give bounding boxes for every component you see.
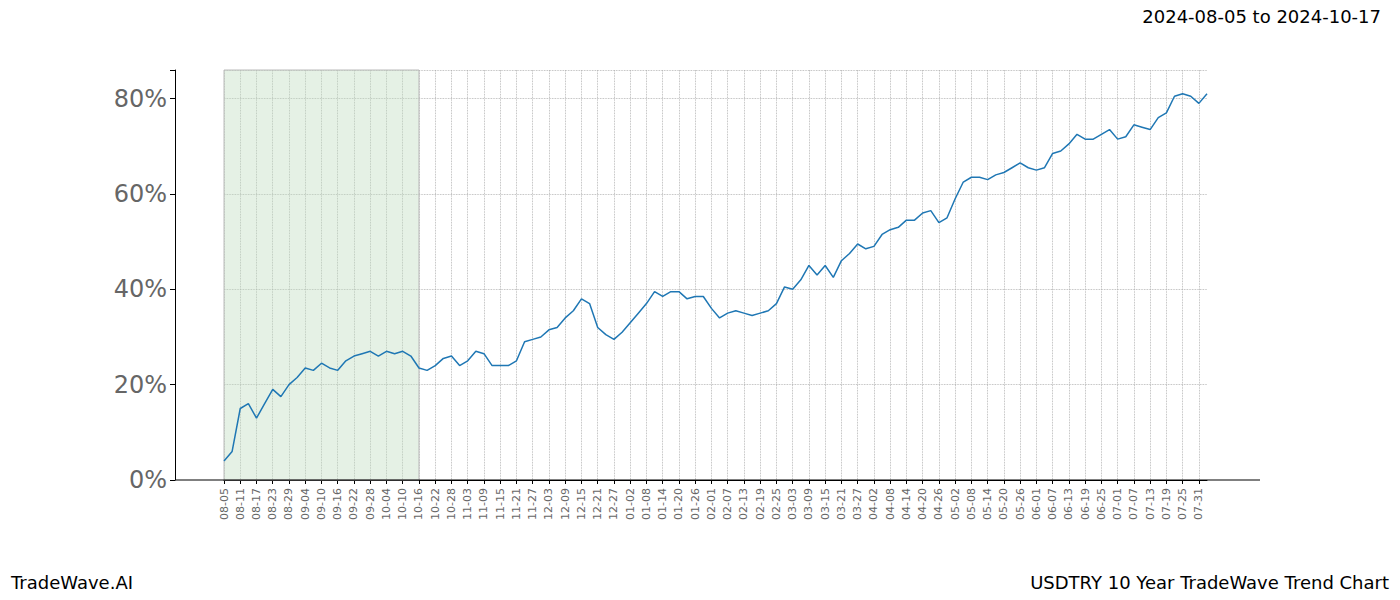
svg-text:02-25: 02-25 [770,488,783,520]
svg-text:11-15: 11-15 [494,488,507,520]
svg-text:03-15: 03-15 [819,488,832,520]
svg-text:07-25: 07-25 [1176,488,1189,520]
svg-text:06-01: 06-01 [1030,488,1043,520]
svg-text:08-05: 08-05 [218,488,231,520]
svg-text:01-08: 01-08 [640,488,653,520]
svg-text:12-03: 12-03 [542,488,555,520]
svg-text:03-27: 03-27 [851,488,864,520]
svg-text:05-26: 05-26 [1014,488,1027,520]
svg-text:03-21: 03-21 [835,488,848,520]
svg-text:12-15: 12-15 [575,488,588,520]
svg-text:11-09: 11-09 [477,488,490,520]
svg-text:07-13: 07-13 [1144,488,1157,520]
svg-text:60%: 60% [114,180,167,208]
svg-text:09-22: 09-22 [347,488,360,520]
svg-text:02-19: 02-19 [754,488,767,520]
svg-text:05-20: 05-20 [997,488,1010,520]
svg-text:10-28: 10-28 [445,488,458,520]
svg-text:20%: 20% [114,371,167,399]
svg-text:11-21: 11-21 [510,488,523,520]
svg-text:10-22: 10-22 [429,488,442,520]
svg-text:02-13: 02-13 [737,488,750,520]
svg-text:04-08: 04-08 [884,488,897,520]
svg-text:01-14: 01-14 [656,488,669,520]
svg-text:12-21: 12-21 [591,488,604,520]
svg-text:09-16: 09-16 [331,488,344,520]
svg-text:09-28: 09-28 [364,488,377,520]
svg-text:01-02: 01-02 [624,488,637,520]
svg-text:10-16: 10-16 [412,488,425,520]
svg-text:03-03: 03-03 [786,488,799,520]
svg-text:10-10: 10-10 [396,488,409,520]
svg-text:07-31: 07-31 [1192,488,1205,520]
svg-text:09-04: 09-04 [299,488,312,520]
svg-text:06-07: 06-07 [1046,488,1059,520]
svg-text:12-09: 12-09 [559,488,572,520]
svg-text:04-14: 04-14 [900,488,913,520]
svg-text:08-11: 08-11 [234,488,247,520]
svg-text:07-19: 07-19 [1160,488,1173,520]
svg-text:04-26: 04-26 [932,488,945,520]
svg-text:05-08: 05-08 [965,488,978,520]
svg-text:07-07: 07-07 [1127,488,1140,520]
svg-text:2024-08-05 to 2024-10-17: 2024-08-05 to 2024-10-17 [1142,6,1381,27]
svg-text:03-09: 03-09 [802,488,815,520]
svg-text:08-17: 08-17 [250,488,263,520]
svg-text:02-07: 02-07 [721,488,734,520]
svg-text:10-04: 10-04 [380,488,393,520]
svg-text:80%: 80% [114,85,167,113]
svg-text:TradeWave.AI: TradeWave.AI [10,572,133,593]
svg-text:04-20: 04-20 [916,488,929,520]
svg-text:05-02: 05-02 [949,488,962,520]
svg-text:11-27: 11-27 [526,488,539,520]
svg-text:09-10: 09-10 [315,488,328,520]
svg-text:USDTRY 10 Year TradeWave Trend: USDTRY 10 Year TradeWave Trend Chart [1030,572,1389,593]
svg-text:06-25: 06-25 [1095,488,1108,520]
svg-text:05-14: 05-14 [981,488,994,520]
svg-text:02-01: 02-01 [705,488,718,520]
svg-text:06-19: 06-19 [1079,488,1092,520]
svg-text:0%: 0% [129,466,167,494]
svg-text:01-20: 01-20 [672,488,685,520]
svg-text:40%: 40% [114,275,167,303]
svg-text:01-26: 01-26 [689,488,702,520]
svg-text:06-13: 06-13 [1062,488,1075,520]
svg-text:08-29: 08-29 [282,488,295,520]
svg-text:08-23: 08-23 [266,488,279,520]
svg-text:04-02: 04-02 [867,488,880,520]
svg-text:11-03: 11-03 [461,488,474,520]
svg-text:12-27: 12-27 [607,488,620,520]
svg-text:07-01: 07-01 [1111,488,1124,520]
